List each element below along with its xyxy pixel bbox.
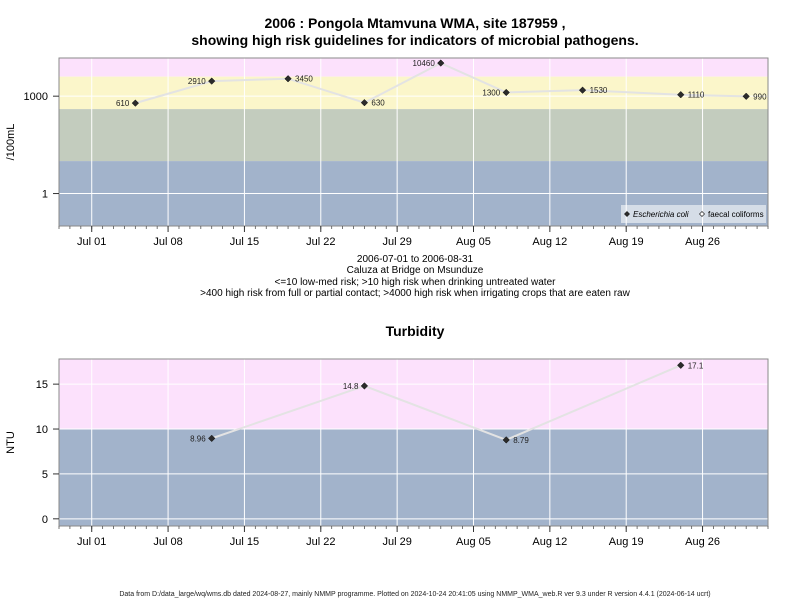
chart1-band-2 <box>59 109 768 162</box>
chart1-y-tick-label: 1000 <box>24 91 48 103</box>
chart1-y-axis-label: /100mL <box>5 124 17 161</box>
chart1-x-tick-label: Aug 26 <box>685 236 720 248</box>
chart1-data-point <box>437 59 445 67</box>
footer-text: Data from D:/data_large/wq/wms.db dated … <box>119 591 710 598</box>
chart2-band-1 <box>59 429 768 526</box>
chart2-panel: Jul 01 Jul 08 Jul 15 Jul 22 Jul 29 Aug 05 Aug … <box>5 358 769 548</box>
chart2-x-tick-label: Jul 15 <box>230 536 259 548</box>
chart1-x-tick-label: Aug 05 <box>456 236 491 248</box>
chart2-y-tick-label: 15 <box>36 379 48 391</box>
chart2-x-tick-label: Jul 29 <box>382 536 411 548</box>
chart1-caption-line3: <=10 low-med risk; >10 high risk when dr… <box>275 277 557 288</box>
chart1-x-tick-label: Jul 08 <box>153 236 182 248</box>
chart2-title: Turbidity <box>386 323 445 339</box>
chart2-x-tick-label: Aug 12 <box>532 536 567 548</box>
chart1-x-tick-label: Aug 19 <box>609 236 644 248</box>
chart1-border <box>58 57 769 227</box>
chart2-series-line-0 <box>211 364 682 441</box>
chart1-x-tick-label: Jul 29 <box>382 236 411 248</box>
chart2-data-point <box>677 361 685 369</box>
chart1-caption-line2: Caluza at Bridge on Msunduze <box>347 265 484 276</box>
chart2-data-point <box>502 436 510 444</box>
chart2-data-label: 8.96 <box>190 434 206 443</box>
chart1-x-tick-label: Jul 15 <box>230 236 259 248</box>
chart1-data-label: 1300 <box>482 88 500 97</box>
chart1-data-label: 3450 <box>295 75 313 84</box>
chart1-y-tick-label: 1 <box>42 189 48 201</box>
chart2-data-label: 8.79 <box>513 436 529 445</box>
chart2-data-point <box>360 382 369 390</box>
chart1-x-tick-label: Aug 12 <box>532 236 567 248</box>
chart1-data-label: 990 <box>753 92 767 101</box>
chart1-data-label: 2910 <box>188 77 206 86</box>
chart2-data-label: 17.1 <box>688 361 704 370</box>
chart1-data-point <box>284 75 292 83</box>
chart1-legend-marker <box>624 211 630 217</box>
chart2-y-tick-label: 10 <box>36 424 48 436</box>
chart1-x-tick-label: Jul 22 <box>306 236 335 248</box>
chart1-data-point <box>578 86 587 94</box>
chart2-data-label: 14.8 <box>343 382 359 391</box>
chart1-data-label: 630 <box>371 99 385 108</box>
chart2-y-tick-label: 0 <box>42 514 48 526</box>
chart1-legend-label: Escherichia coli <box>633 210 689 219</box>
chart1-data-label: 610 <box>116 99 130 108</box>
chart1-data-label: 1530 <box>590 86 608 95</box>
chart1-x-tick-label: Jul 01 <box>77 236 106 248</box>
chart1-data-point <box>131 99 140 107</box>
chart1-data-label: 1110 <box>688 91 705 100</box>
chart1-data-point <box>208 77 216 85</box>
chart2-x-tick-label: Jul 22 <box>306 536 335 548</box>
chart1-title-line2: showing high risk guidelines for indicat… <box>191 32 638 48</box>
chart1-data-point <box>742 92 750 100</box>
chart2-y-tick-label: 5 <box>42 469 48 481</box>
chart1-legend-box <box>621 205 766 223</box>
chart2-y-axis-label: NTU <box>5 431 17 454</box>
chart1-data-point <box>677 91 685 99</box>
chart1-data-point <box>502 88 510 97</box>
chart1-data-point <box>360 99 369 107</box>
chart2-x-tick-label: Aug 05 <box>456 536 491 548</box>
chart1-band-0 <box>59 58 768 77</box>
chart1-legend-marker <box>699 211 705 217</box>
chart2-x-tick-label: Aug 26 <box>685 536 720 548</box>
chart1-panel: Jul 01 Jul 08 Jul 15 Jul 22 Jul 29 Aug 05 Aug … <box>5 57 769 248</box>
chart1-legend-label: faecal coliforms <box>708 210 764 219</box>
chart2-x-tick-label: Jul 08 <box>153 536 182 548</box>
chart2-band-0 <box>59 359 768 430</box>
chart2-data-point <box>208 434 216 443</box>
chart2-x-tick-label: Jul 01 <box>77 536 106 548</box>
chart2-x-tick-label: Aug 19 <box>609 536 644 548</box>
chart1-title-line1: 2006 : Pongola Mtamvuna WMA, site 187959… <box>264 15 565 31</box>
chart1-caption-line1: 2006-07-01 to 2006-08-31 <box>357 254 474 265</box>
chart1-data-label: 10460 <box>413 59 436 68</box>
chart2-border <box>58 358 769 527</box>
chart1-caption-line4: >400 high risk from full or partial cont… <box>200 288 630 299</box>
